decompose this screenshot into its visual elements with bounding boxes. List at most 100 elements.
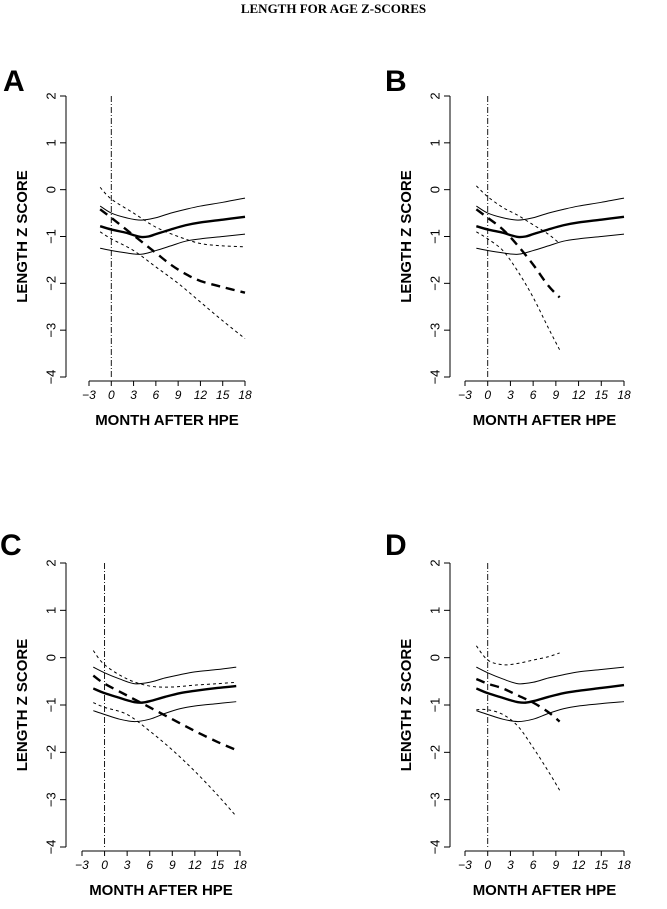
y-tick-label: −3 xyxy=(43,323,58,338)
study-upper-line xyxy=(92,650,237,688)
x-tick-label: 15 xyxy=(216,388,230,402)
x-tick-label: 18 xyxy=(238,388,252,402)
panel-letter: B xyxy=(385,65,407,98)
y-tick-label: 2 xyxy=(427,559,442,566)
y-tick-label: −1 xyxy=(43,229,58,244)
x-axis-label: MONTH AFTER HPE xyxy=(473,882,617,899)
y-axis-label: LENGTH Z SCORE xyxy=(14,170,31,303)
x-axis-label: MONTH AFTER HPE xyxy=(95,412,239,429)
study-lower-line xyxy=(99,231,246,339)
reference-lower-line xyxy=(100,233,246,255)
y-tick-label: 0 xyxy=(43,654,58,661)
y-axis-label: LENGTH Z SCORE xyxy=(398,170,415,303)
x-tick-label: 9 xyxy=(553,388,560,402)
x-tick-label: 9 xyxy=(175,388,182,402)
x-tick-label: 6 xyxy=(530,388,537,402)
y-tick-label: −4 xyxy=(43,370,58,385)
x-tick-label: 12 xyxy=(188,858,202,872)
x-tick-label: 0 xyxy=(108,388,115,402)
y-tick-label: −2 xyxy=(43,745,58,760)
x-tick-label: 0 xyxy=(484,388,491,402)
y-tick-label: 2 xyxy=(43,559,58,566)
x-tick-label: 3 xyxy=(130,388,137,402)
x-tick-label: −3 xyxy=(458,858,472,872)
x-tick-label: 15 xyxy=(211,858,225,872)
y-axis-label: LENGTH Z SCORE xyxy=(14,639,31,772)
x-tick-label: 0 xyxy=(101,858,108,872)
study-lower-line xyxy=(93,702,237,817)
x-tick-label: 18 xyxy=(617,388,631,402)
x-tick-label: −3 xyxy=(82,388,96,402)
y-tick-label: 2 xyxy=(427,92,442,99)
x-tick-label: 3 xyxy=(507,388,514,402)
x-axis-label: MONTH AFTER HPE xyxy=(89,882,233,899)
study-mean-line xyxy=(99,208,246,294)
reference-mean-line xyxy=(92,684,237,704)
y-tick-label: −3 xyxy=(43,792,58,807)
figure-title: LENGTH FOR AGE Z-SCORES xyxy=(240,1,427,16)
x-tick-label: 15 xyxy=(595,858,609,872)
reference-mean-line xyxy=(476,215,625,239)
y-tick-label: −2 xyxy=(427,745,442,760)
reference-upper-line xyxy=(476,197,625,221)
x-tick-label: 12 xyxy=(194,388,208,402)
x-tick-label: 15 xyxy=(595,388,609,402)
x-tick-label: 3 xyxy=(124,858,131,872)
study-lower-line xyxy=(476,231,561,351)
x-tick-label: 12 xyxy=(572,388,586,402)
study-mean-line xyxy=(475,208,561,299)
reference-lower-line xyxy=(476,701,625,723)
y-tick-label: −4 xyxy=(427,840,442,855)
reference-lower-line xyxy=(93,701,237,723)
y-tick-label: −3 xyxy=(427,323,442,338)
x-tick-label: 18 xyxy=(233,858,247,872)
y-tick-label: 1 xyxy=(43,607,58,614)
panel-letter: D xyxy=(385,529,407,562)
reference-mean-line xyxy=(475,683,625,704)
x-tick-label: 0 xyxy=(484,858,491,872)
y-tick-label: −2 xyxy=(427,276,442,291)
y-tick-label: −1 xyxy=(427,698,442,713)
study-upper-line xyxy=(476,185,560,244)
x-tick-label: 6 xyxy=(153,388,160,402)
x-tick-label: 3 xyxy=(507,858,514,872)
study-mean-line xyxy=(92,674,237,752)
reference-mean-line xyxy=(99,215,246,239)
y-tick-label: 1 xyxy=(427,607,442,614)
y-tick-label: 0 xyxy=(427,654,442,661)
study-upper-line xyxy=(475,645,560,666)
study-upper-line xyxy=(99,186,246,248)
x-tick-label: 18 xyxy=(617,858,631,872)
reference-lower-line xyxy=(476,233,625,255)
x-tick-label: −3 xyxy=(75,858,89,872)
panel-letter: C xyxy=(0,529,22,562)
y-tick-label: −1 xyxy=(43,698,58,713)
x-tick-label: −3 xyxy=(458,388,472,402)
panel-letter: A xyxy=(3,65,25,98)
study-mean-line xyxy=(475,677,561,723)
x-tick-label: 6 xyxy=(530,858,537,872)
y-tick-label: −4 xyxy=(43,840,58,855)
y-tick-label: −3 xyxy=(427,792,442,807)
x-tick-label: 9 xyxy=(169,858,176,872)
reference-upper-line xyxy=(99,197,246,221)
y-tick-label: 1 xyxy=(43,139,58,146)
reference-upper-line xyxy=(476,666,625,685)
y-tick-label: 1 xyxy=(427,139,442,146)
y-tick-label: 0 xyxy=(427,186,442,193)
y-axis-label: LENGTH Z SCORE xyxy=(398,639,415,772)
y-tick-label: −4 xyxy=(427,370,442,385)
y-tick-label: 2 xyxy=(43,92,58,99)
x-tick-label: 6 xyxy=(146,858,153,872)
x-tick-label: 9 xyxy=(553,858,560,872)
reference-upper-line xyxy=(93,666,237,685)
x-tick-label: 12 xyxy=(572,858,586,872)
y-tick-label: −1 xyxy=(427,229,442,244)
x-axis-label: MONTH AFTER HPE xyxy=(473,412,617,429)
y-tick-label: −2 xyxy=(43,276,58,291)
